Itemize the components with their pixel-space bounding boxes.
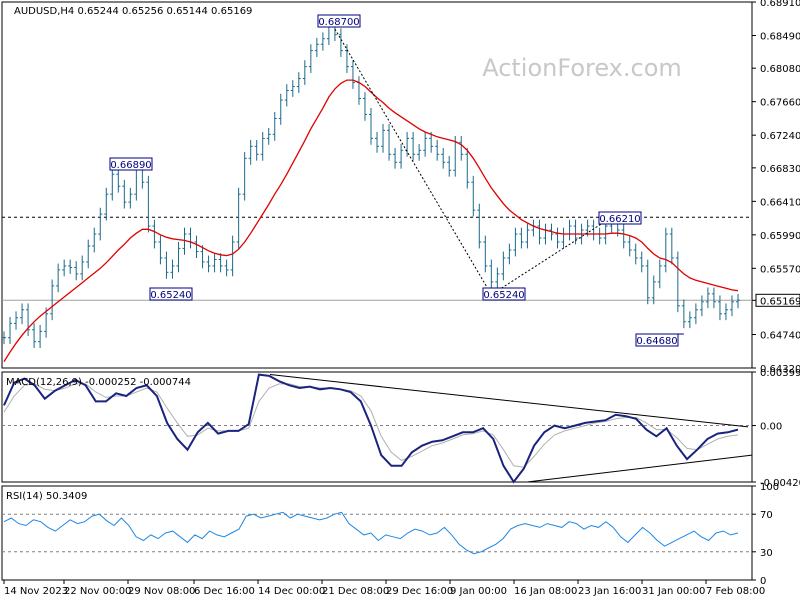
x-tick-label: 16 Jan 08:00 xyxy=(514,586,577,597)
price-pane-frame xyxy=(1,1,753,369)
rsi-line xyxy=(3,511,739,555)
swing-label: 0.65240 xyxy=(483,290,524,301)
chart-text: ActionForex.com 0.68700 0.66890 0.65240 0.65… xyxy=(4,0,800,597)
macd-y-tick-label: 0.00399 xyxy=(760,368,800,379)
macd-y-tick-label: -0.004206 xyxy=(760,478,800,489)
macd-upper-trendline xyxy=(269,374,749,428)
price-y-tick-label: 0.68490 xyxy=(760,31,800,42)
x-tick-label: 14 Dec 00:00 xyxy=(258,586,325,597)
price-y-tick-label: 0.67660 xyxy=(760,98,800,109)
swing-label: 0.66210 xyxy=(599,214,640,225)
price-y-tag-box xyxy=(755,293,800,307)
x-tick-label: 23 Jan 16:00 xyxy=(578,586,641,597)
macd-y-tick-label: 0.00 xyxy=(760,422,782,433)
rsi-title: RSI(14) 50.3409 xyxy=(6,491,87,502)
x-tick-label: 29 Dec 16:00 xyxy=(386,586,453,597)
swing-label-box xyxy=(598,211,642,225)
swing-label-box xyxy=(149,287,193,301)
price-title: AUDUSD,H4 0.65244 0.65256 0.65144 0.6516… xyxy=(14,6,252,17)
swing-label: 0.68700 xyxy=(318,17,359,28)
price-y-tick-label: 0.68080 xyxy=(760,64,800,75)
swing-connector xyxy=(328,18,492,295)
chart-frames xyxy=(1,1,753,581)
macd-main-line xyxy=(3,373,739,484)
x-tick-label: 9 Jan 00:00 xyxy=(450,586,507,597)
price-y-tick-label: 0.67240 xyxy=(760,131,800,142)
price-y-tick-label: 0.66410 xyxy=(760,197,800,208)
x-tick-label: 6 Dec 16:00 xyxy=(194,586,255,597)
swing-label: 0.64680 xyxy=(636,336,677,347)
price-y-tick-label: 0.65570 xyxy=(760,264,800,275)
swing-label-box xyxy=(109,157,153,171)
swing-label-box xyxy=(317,14,361,28)
price-y-tick-label: 0.65169 xyxy=(760,296,800,307)
rsi-y-tick-label: 100 xyxy=(760,482,779,493)
x-tick-label: 31 Jan 00:00 xyxy=(642,586,705,597)
x-tick-label: 7 Feb 08:00 xyxy=(706,586,765,597)
chart-series xyxy=(2,1,756,584)
price-y-tick-label: 0.64740 xyxy=(760,331,800,342)
moving-average-line xyxy=(3,79,739,362)
rsi-pane-frame xyxy=(1,485,753,581)
macd-lower-trendline xyxy=(527,454,753,483)
swing-label-box xyxy=(482,287,526,301)
x-tick-label: 21 Dec 08:00 xyxy=(322,586,389,597)
x-tick-label: 22 Nov 00:00 xyxy=(64,586,131,597)
macd-title: MACD(12,26,9) -0.000252 -0.000744 xyxy=(6,377,191,388)
swing-label: 0.66890 xyxy=(110,160,151,171)
rsi-y-tick-label: 30 xyxy=(760,548,773,559)
rsi-y-tick-label: 0 xyxy=(760,576,766,587)
price-y-tick-label: 0.68910 xyxy=(760,0,800,9)
x-tick-label: 29 Nov 08:00 xyxy=(128,586,195,597)
watermark: ActionForex.com xyxy=(482,54,682,82)
price-y-tick-label: 0.66830 xyxy=(760,164,800,175)
swing-label-box xyxy=(635,333,679,347)
price-y-tick-label: 0.65990 xyxy=(760,231,800,242)
x-tick-label: 14 Nov 2023 xyxy=(4,586,68,597)
price-y-tick-label: 0.64320 xyxy=(760,364,800,375)
rsi-y-tick-label: 70 xyxy=(760,510,773,521)
swing-label: 0.65240 xyxy=(150,290,191,301)
macd-pane-frame xyxy=(1,371,753,483)
